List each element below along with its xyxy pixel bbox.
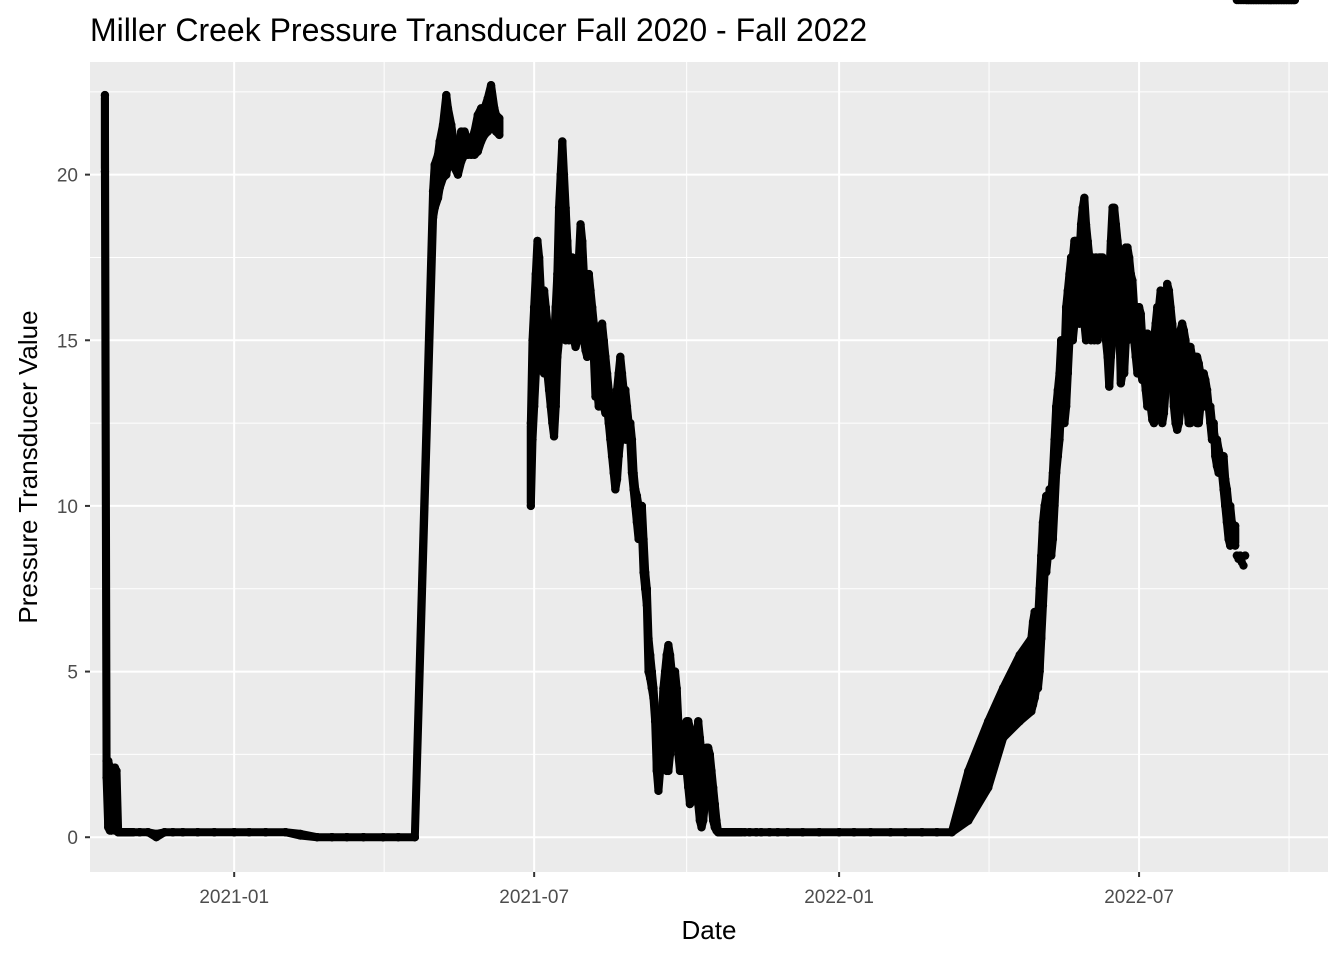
x-tick-label: 2022-07 <box>1104 887 1174 908</box>
x-tick-label: 2021-01 <box>199 887 269 908</box>
y-tick-label: 10 <box>57 497 78 518</box>
data-point <box>757 828 774 837</box>
plot-panel <box>90 62 1328 872</box>
y-axis: 0 5 10 15 20 <box>57 166 90 849</box>
y-axis-title: Pressure Transducer Value <box>13 310 43 623</box>
data-points <box>100 0 1300 842</box>
x-axis-title: Date <box>682 915 737 945</box>
x-axis: 2021-01 2021-07 2022-01 2022-07 <box>199 872 1174 908</box>
y-tick-label: 15 <box>57 331 78 352</box>
data-point <box>495 114 504 140</box>
y-tick-label: 5 <box>67 663 78 684</box>
x-tick-label: 2021-07 <box>499 887 569 908</box>
data-point <box>1230 521 1240 550</box>
y-tick-label: 20 <box>57 166 78 187</box>
data-point <box>112 766 123 837</box>
data-point <box>1290 0 1300 5</box>
x-tick-label: 2022-01 <box>804 887 874 908</box>
data-point <box>296 829 322 842</box>
chart-title: Miller Creek Pressure Transducer Fall 20… <box>90 12 867 48</box>
y-tick-label: 0 <box>67 828 78 849</box>
